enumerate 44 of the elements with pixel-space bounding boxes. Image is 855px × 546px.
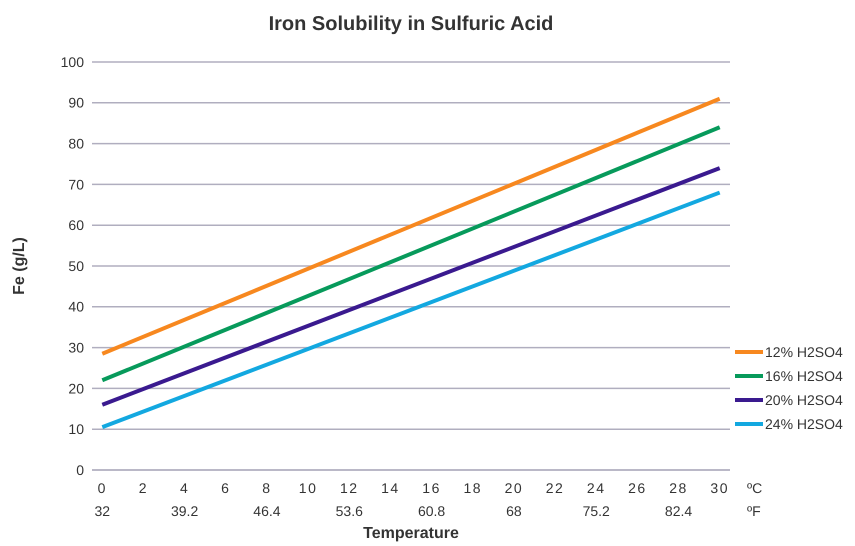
x-tick-label: 16	[422, 480, 441, 496]
y-tick-label: 70	[68, 176, 84, 192]
y-tick-label: 0	[76, 462, 84, 478]
x2-tick-label: 39.2	[170, 503, 198, 519]
x-tick-label: 8	[262, 480, 272, 496]
x-axis-title: Temperature	[363, 525, 459, 542]
text: ºC	[747, 480, 762, 496]
x2-tick-label: 53.6	[336, 503, 364, 519]
x-tick-label: 18	[463, 480, 482, 496]
x2-tick-label: 46.4	[253, 503, 281, 519]
y-tick-label: 50	[68, 258, 84, 274]
x2-tick-label: 60.8	[418, 503, 446, 519]
chart-title: Iron Solubility in Sulfuric Acid	[268, 13, 554, 35]
x-tick-label: 2	[138, 480, 148, 496]
x-tick-label: 22	[546, 480, 564, 496]
x-tick-label: 0	[98, 480, 107, 496]
x-tick-label: 26	[628, 480, 647, 496]
x2-tick-label: 75.2	[582, 503, 610, 519]
y-tick-label: 60	[68, 217, 84, 234]
x-tick-label: 20	[504, 480, 524, 496]
y-tick-label: 20	[68, 380, 84, 396]
x-tick-label: 10	[298, 480, 318, 496]
text: ºF	[747, 503, 761, 519]
y-tick-label: 80	[68, 136, 84, 152]
x2-tick-label: 82.4	[664, 503, 692, 519]
y-tick-label: 40	[68, 298, 84, 315]
y-axis-title: Fe (g/L)	[11, 237, 28, 295]
legend-label: 12% H2SO4	[765, 344, 844, 360]
x2-tick-label: 32	[94, 503, 110, 519]
x-tick-label: 4	[180, 480, 190, 496]
x-tick-label: 30	[710, 480, 729, 496]
y-tick-label: 90	[68, 94, 84, 111]
x-tick-label: 28	[669, 480, 688, 496]
y-tick-label: 30	[68, 340, 84, 356]
y-tick-label: 100	[60, 54, 84, 70]
legend-label: 20% H2SO4	[765, 392, 844, 408]
x-tick-label: 6	[221, 480, 230, 496]
x-tick-label: 14	[381, 480, 400, 496]
legend-label: 16% H2SO4	[765, 368, 844, 384]
x-tick-label: 24	[586, 480, 606, 496]
legend-label: 24% H2SO4	[765, 416, 844, 432]
x-tick-label: 12	[340, 480, 359, 496]
x2-tick-label: 68	[506, 503, 522, 519]
y-tick-label: 10	[68, 421, 84, 438]
